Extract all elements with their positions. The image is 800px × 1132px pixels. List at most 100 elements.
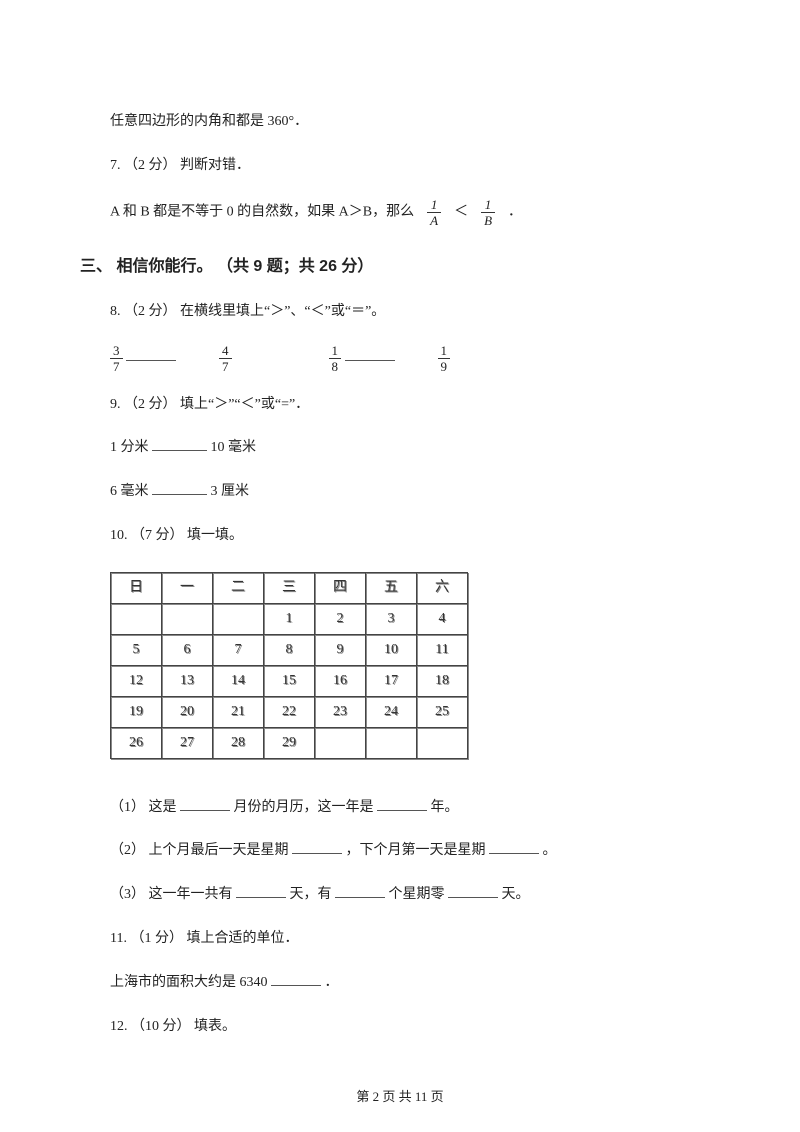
fraction-1-over-B: 1 B [481, 198, 495, 227]
cal-cell: 29 [264, 727, 315, 758]
q10-sub1-b: 月份的月历，这一年是 [234, 800, 374, 815]
cal-h-6: 六 [417, 572, 468, 603]
calendar-row: 26 27 28 29 [111, 727, 468, 758]
cal-h-2: 二 [213, 572, 264, 603]
calendar-table: 日 一 二 三 四 五 六 1 2 3 4 5 6 7 8 [110, 572, 468, 759]
cal-cell: 23 [315, 696, 366, 727]
cal-h-5: 五 [366, 572, 417, 603]
cal-cell: 18 [417, 665, 468, 696]
cal-cell [417, 727, 468, 758]
cal-cell: 11 [417, 634, 468, 665]
cal-cell: 6 [162, 634, 213, 665]
q10-blank-remdays[interactable] [448, 885, 498, 898]
cal-h-1: 一 [162, 572, 213, 603]
q12-text: 填表。 [194, 1019, 236, 1034]
calendar-row: 12 13 14 15 16 17 18 [111, 665, 468, 696]
cal-h-3: 三 [264, 572, 315, 603]
cal-h-0: 日 [111, 572, 162, 603]
cal-cell [315, 727, 366, 758]
q9-text: 填上“＞”“＜”或“=”． [180, 397, 309, 412]
page-footer: 第 2 页 共 11 页 [0, 1086, 800, 1108]
q8-row: 3 7 4 7 1 8 1 9 [110, 344, 700, 373]
cal-cell: 26 [111, 727, 162, 758]
q9-number: 9. [110, 397, 121, 412]
calendar-row: 1 2 3 4 [111, 603, 468, 634]
fraction-1-over-A: 1 A [427, 198, 441, 227]
q7-number: 7. [110, 158, 121, 173]
q8-number: 8. [110, 304, 121, 319]
cal-cell [162, 603, 213, 634]
q10-sub2-tag: （2） [110, 843, 145, 858]
q10-stem: 10. （7 分） 填一填。 [110, 524, 700, 548]
cal-cell: 10 [366, 634, 417, 665]
text-quadrilateral: 任意四边形的内角和都是 360°． [110, 110, 700, 134]
cal-cell: 20 [162, 696, 213, 727]
q10-number: 10. [110, 528, 128, 543]
q10-sub3: （3） 这一年一共有 天，有 个星期零 天。 [110, 883, 700, 907]
fraction-1-8: 1 8 [329, 344, 342, 373]
q10-sub1-a: 这是 [149, 800, 177, 815]
q9-blank-2[interactable] [152, 482, 207, 495]
q10-blank-days[interactable] [236, 885, 286, 898]
cal-cell [111, 603, 162, 634]
cal-cell: 12 [111, 665, 162, 696]
cal-cell: 21 [213, 696, 264, 727]
q8-blank-1[interactable] [126, 348, 176, 361]
q11-points: （1 分） [130, 931, 183, 946]
q9-r1-left: 1 分米 [110, 440, 149, 455]
q11-b: ． [325, 975, 339, 990]
cal-cell: 1 [264, 603, 315, 634]
q9-r2-left: 6 毫米 [110, 484, 149, 499]
cal-cell: 15 [264, 665, 315, 696]
q11-line: 上海市的面积大约是 6340 ． [110, 971, 700, 995]
cal-cell: 27 [162, 727, 213, 758]
cal-cell: 14 [213, 665, 264, 696]
q10-sub2-c: 。 [543, 843, 557, 858]
section-3-label: 三、 [80, 258, 112, 275]
q10-sub2: （2） 上个月最后一天是星期 ，下个月第一天是星期 。 [110, 839, 700, 863]
q12-points: （10 分） [131, 1019, 191, 1034]
page-current: 2 [373, 1089, 380, 1104]
cal-cell: 5 [111, 634, 162, 665]
q9-blank-1[interactable] [152, 438, 207, 451]
cal-cell: 13 [162, 665, 213, 696]
cal-cell: 7 [213, 634, 264, 665]
q8-text: 在横线里填上“＞”、“＜”或“＝”。 [180, 304, 385, 319]
page: 任意四边形的内角和都是 360°． 7. （2 分） 判断对错． A 和 B 都… [0, 0, 800, 1132]
q8-stem: 8. （2 分） 在横线里填上“＞”、“＜”或“＝”。 [110, 300, 700, 324]
q9-row1: 1 分米 10 毫米 [110, 436, 700, 460]
q10-sub3-a: 这一年一共有 [149, 887, 233, 902]
q10-sub1: （1） 这是 月份的月历，这一年是 年。 [110, 796, 700, 820]
q12-number: 12. [110, 1019, 128, 1034]
cal-cell: 16 [315, 665, 366, 696]
q10-points: （7 分） [131, 528, 184, 543]
fraction-1-9: 1 9 [438, 344, 451, 373]
q9-row2: 6 毫米 3 厘米 [110, 480, 700, 504]
q11-blank-unit[interactable] [271, 973, 321, 986]
q10-blank-year[interactable] [377, 798, 427, 811]
q7-points: （2 分） [124, 158, 177, 173]
q9-points: （2 分） [124, 397, 177, 412]
fraction-3-7: 3 7 [110, 344, 123, 373]
cal-cell: 25 [417, 696, 468, 727]
q7-body: A 和 B 都是不等于 0 的自然数，如果 A＞B，那么 1 A ＜ 1 B ． [110, 198, 700, 227]
q10-sub3-d: 天。 [502, 887, 530, 902]
q7-text: 判断对错． [180, 158, 250, 173]
q10-blank-weeks[interactable] [335, 885, 385, 898]
q10-blank-prev-week[interactable] [292, 841, 342, 854]
q10-blank-next-week[interactable] [489, 841, 539, 854]
q8-blank-2[interactable] [345, 348, 395, 361]
q9-r1-right: 10 毫米 [211, 440, 257, 455]
q10-text: 填一填。 [187, 528, 243, 543]
section-3-meta: （共 9 题；共 26 分） [217, 258, 373, 275]
q10-blank-month[interactable] [180, 798, 230, 811]
page-total: 11 [415, 1089, 428, 1104]
q9-stem: 9. （2 分） 填上“＞”“＜”或“=”． [110, 393, 700, 417]
cal-cell: 24 [366, 696, 417, 727]
q10-sub1-c: 年。 [431, 800, 459, 815]
cal-cell: 4 [417, 603, 468, 634]
section-3-heading: 三、 相信你能行。 （共 9 题；共 26 分） [80, 253, 700, 280]
q10-sub1-tag: （1） [110, 800, 145, 815]
cal-cell: 2 [315, 603, 366, 634]
cal-cell: 3 [366, 603, 417, 634]
